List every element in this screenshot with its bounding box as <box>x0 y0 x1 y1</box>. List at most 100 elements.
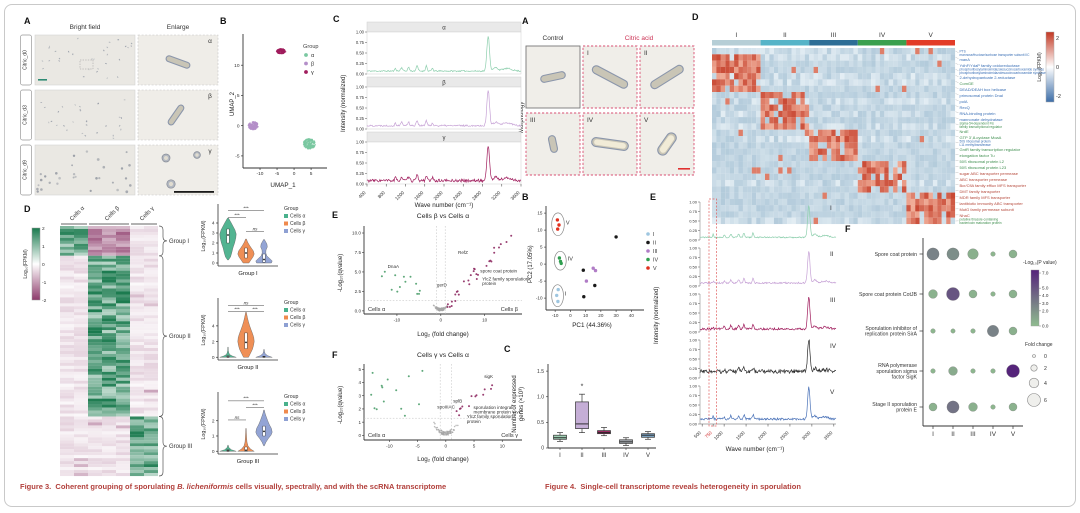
tick-label: 10.0 <box>352 231 361 236</box>
cluster-label: I <box>565 292 567 298</box>
tick-label: 1.00 <box>356 30 365 35</box>
tick-label: 1.00 <box>356 140 365 145</box>
tick-label: 0.75 <box>356 150 365 155</box>
fig4-dotplot-chart: Spore coat protein Spore coat protein Cot… <box>859 238 1057 438</box>
tick-label: 0.50 <box>689 264 698 269</box>
significance-label: *** <box>252 403 258 408</box>
tick-label: 0 <box>445 444 448 449</box>
fig3-raman-spectra-chart: α 1.00 0.75 0.50 0.25 0.00 β 1.00 0.75 0.50 0.25 0.… <box>356 21 522 202</box>
tick-label: 1200 <box>394 190 406 202</box>
sample-label-box <box>20 34 32 86</box>
fold-legend-circle <box>1027 393 1041 407</box>
tick-label: 2 <box>1056 36 1059 42</box>
gene-label: bacteriocin maturation protein <box>960 221 1002 225</box>
figure3-caption: Figure 3. Coherent grouping of sporulati… <box>20 482 446 491</box>
box <box>553 434 567 440</box>
heatmap-cells <box>712 48 956 225</box>
legend-item: Cells β <box>290 221 306 227</box>
gene-label: NhaC <box>960 213 970 218</box>
gene-label: Bcr/CflA family efflux MFS transporter <box>960 183 1027 188</box>
fig3-volcano1-xlabel: Log₂ (fold change) <box>417 331 469 338</box>
fig4-raman-spectra-chart: 1.00 0.75 0.50 0.25 0.00 I 1.00 0.75 0.50 0.25 0.0… <box>689 198 837 441</box>
facet-label: γ <box>443 136 446 142</box>
tick-label: 2 <box>1044 366 1047 372</box>
tick-label: 0.25 <box>689 228 698 233</box>
tick-label: 1.00 <box>356 85 365 90</box>
scale-bar <box>38 79 47 81</box>
cluster-ellipse <box>554 250 567 271</box>
volcano-points <box>370 369 494 436</box>
legend-item: I <box>653 232 655 238</box>
tick-label: 0.00 <box>356 182 365 187</box>
tick-label: 2500 <box>779 430 790 441</box>
fig3-spectra-xlabel: Wave number (cm⁻¹) <box>414 202 474 209</box>
gene-label: 50S ribosomal protein <box>960 139 991 143</box>
tick-label: 10 <box>537 228 543 233</box>
tick-label: 1500 <box>735 430 746 441</box>
legend-item: Cells α <box>290 402 306 408</box>
significance-label: *** <box>252 307 258 312</box>
pca-series <box>557 256 563 266</box>
gene-label: YlcZ family sporulation <box>482 277 529 282</box>
bacterial-cell <box>657 132 677 156</box>
tick-label: 0.00 <box>689 237 698 242</box>
raman-spectrum <box>366 90 522 128</box>
tick-label: 0.00 <box>689 375 698 380</box>
umap-cluster <box>275 48 287 55</box>
tick-label: -5 <box>275 171 280 177</box>
legend-item: II <box>653 241 656 247</box>
figure3-caption-label: Figure 3. <box>20 482 52 491</box>
tick-label: 20 <box>598 313 604 318</box>
tick-label: 0 <box>569 313 572 318</box>
legend-item: IV <box>653 258 658 264</box>
legend-item: γ <box>311 70 314 76</box>
tick-label: 40 <box>629 313 635 318</box>
gene-label: mannonate dehydratase <box>960 117 1004 122</box>
heatmap-col-label: II <box>783 32 787 39</box>
tick-label: 0.0 <box>355 308 362 313</box>
tick-label: 0.00 <box>689 329 698 334</box>
tick-label: 1.00 <box>689 337 698 342</box>
facet-label: β <box>442 81 446 87</box>
tick-label: 0.75 <box>689 393 698 398</box>
brightfield-image <box>34 144 136 196</box>
tick-label: 5 <box>237 93 240 99</box>
fig4-panel-letter-a: A <box>522 16 529 26</box>
tick-label: 0 <box>540 262 543 267</box>
dotplot-dot <box>930 368 936 374</box>
raman-spectrum <box>367 36 522 73</box>
tick-label: 0 <box>42 262 45 268</box>
legend-title: -Log₁₀(P value) <box>1023 260 1057 266</box>
fig3-brightfield-header: Bright field <box>69 24 101 31</box>
tick-label: 2 <box>212 339 215 345</box>
tick-label: 0.75 <box>689 255 698 260</box>
fig4-panel-letter-f: F <box>845 224 851 234</box>
tick-label: 10 <box>500 444 506 449</box>
tick-label: 0.75 <box>356 95 365 100</box>
tick-label: 0.25 <box>356 116 365 121</box>
col-group-bar <box>760 40 810 46</box>
tick-label: 5.0 <box>1042 286 1049 291</box>
tick-label: 0 <box>212 355 215 361</box>
violin-xlabel: Group II <box>238 365 259 371</box>
colorbar-label: Log₁₀(FPKM) <box>23 249 29 279</box>
group-brace <box>158 255 168 417</box>
facet-label: α <box>442 26 446 32</box>
tick-label: 5 <box>473 444 476 449</box>
violin-ylabel: Log₁₀(FPKM) <box>201 314 207 345</box>
dotplot-col-label: V <box>1011 431 1016 438</box>
raman-spectrum <box>699 339 836 375</box>
scale-bar <box>678 168 690 170</box>
fold-legend-circle <box>1032 354 1036 358</box>
tick-label: 5 <box>540 245 543 250</box>
gene-label: elongation factor Tu <box>960 153 995 158</box>
figure4-caption: Figure 4. Single-cell transcriptome reve… <box>545 482 801 491</box>
legend-title: Fold change <box>1025 342 1053 348</box>
dotplot-col-label: III <box>970 431 976 438</box>
violin-xlabel: Group I <box>238 271 258 277</box>
tick-label: 0.25 <box>689 274 698 279</box>
tick-label: 2 <box>358 407 361 412</box>
gene-label: sigK <box>484 374 494 379</box>
tick-label: 2000 <box>757 430 768 441</box>
